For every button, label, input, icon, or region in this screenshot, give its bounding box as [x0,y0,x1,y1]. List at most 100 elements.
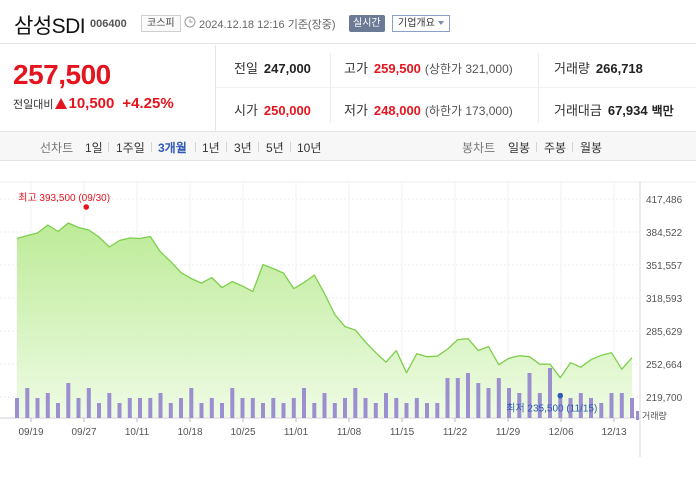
stat-prev-close: 전일 247,000 [234,58,311,77]
chart-period-bar: 선차트 1일 1주일 3개월 1년 3년 5년 10년 봉차트 일봉 주봉 월봉 [0,131,696,161]
period-1y[interactable]: 1년 [202,141,220,155]
candle-weekly[interactable]: 주봉 [544,141,567,155]
period-separator [258,142,259,152]
stat-label: 시가 [234,103,258,118]
stat-label: 거래대금 [554,103,602,118]
volume-bar [281,403,286,418]
volume-bar [56,403,60,418]
volume-bar [240,398,245,418]
high-marker [83,204,90,210]
volume-bar [578,393,583,418]
change-amount: 10,500 [68,95,115,112]
realtime-badge: 실시간 [349,15,385,32]
volume-bar [332,403,337,418]
y-tick-label: 384,522 [646,228,683,239]
volume-bar [455,378,460,418]
volume-bar [486,388,491,418]
stat-label: 고가 [344,61,368,76]
price-chart[interactable]: 417,486 384,522 351,557 318,593 285,629 252,6… [0,162,696,479]
price-stats: 전일 247,000 고가 259,500 (상한가 321,000) 거래량 266,… [216,45,696,131]
period-3m[interactable]: 3개월 [158,141,187,155]
period-1w[interactable]: 1주일 [116,141,145,155]
period-separator [572,142,573,152]
chevron-down-icon [437,21,444,26]
low-annotation: 최저 235,500 (11/15) [506,403,597,415]
company-info-dropdown[interactable]: 기업개요 [392,15,450,32]
stat-volume: 거래량 266,718 [554,58,643,77]
current-price: 257,500 [13,59,111,90]
period-separator [151,142,152,152]
volume-bar [425,403,429,418]
as-of-time: 2024.12.18 12:16 기준(장중) [199,19,336,31]
volume-bar [230,388,235,418]
price-chart-svg: 417,486 384,522 351,557 318,593 285,629 252,6… [0,181,696,457]
volume-legend-label: 거래량 [642,410,667,421]
volume-legend-swatch [636,411,639,420]
volume-bar [435,403,440,418]
period-1d[interactable]: 1일 [85,141,103,155]
high-annotation: 최고 393,500 (09/30) [18,192,110,204]
volume-bar [168,403,173,418]
volume-bar [609,393,614,418]
period-3y[interactable]: 3년 [234,141,252,155]
volume-bar [312,403,317,418]
y-tick-label: 417,486 [646,195,683,206]
x-tick-label: 11/01 [284,427,309,438]
volume-bar [302,388,306,418]
volume-bar [76,398,81,418]
stock-code: 006400 [90,18,127,30]
volume-bar [127,398,132,418]
volume-bar [271,398,276,418]
stat-high: 고가 259,500 (상한가 321,000) [344,58,513,77]
volume-bar [97,403,101,418]
volume-bar [496,378,501,418]
volume-bar [148,398,153,418]
x-tick-label: 09/19 [18,427,43,438]
period-separator [290,142,291,152]
market-badge: 코스피 [141,15,181,32]
volume-bar [363,398,368,418]
volume-bar [86,388,91,418]
x-tick-label: 12/06 [548,427,573,438]
volume-bar [66,383,71,418]
volume-bar [589,398,593,418]
volume-bar [353,388,358,418]
x-tick-label: 10/18 [177,427,202,438]
stat-sub: (상한가 321,000) [424,62,513,76]
period-separator [108,142,109,152]
x-tick-label: 11/22 [443,427,468,438]
change-label: 전일대비 [13,99,54,111]
volume-bar [537,393,542,418]
volume-bar [568,398,573,418]
volume-bar [189,388,194,418]
period-5y[interactable]: 5년 [266,141,284,155]
volume-bar [15,398,19,418]
x-tick-label: 12/13 [601,427,626,438]
y-tick-label: 351,557 [646,261,683,272]
candle-monthly[interactable]: 월봉 [580,141,603,155]
volume-bar [630,398,634,418]
price-series-line [16,222,633,379]
stat-label: 거래량 [554,61,590,76]
volume-bar [599,403,604,418]
volume-bar [548,368,552,418]
volume-bar [558,393,563,418]
stat-label: 전일 [234,61,258,76]
stat-value: 67,934 [607,103,648,118]
change-percent: +4.25% [122,95,174,112]
volume-bar [209,398,214,418]
volume-bar [138,398,142,418]
price-panel: 257,500 전일대비 10,500 +4.25% [0,45,216,131]
period-10y[interactable]: 10년 [297,141,322,155]
stat-low: 저가 248,000 (하한가 173,000) [344,100,513,119]
volume-bar [35,398,40,418]
volume-bar [261,403,265,418]
stats-divider [538,53,539,123]
stat-value: 247,000 [263,61,311,76]
volume-bar [250,398,255,418]
volume-bar [466,373,470,418]
candle-daily[interactable]: 일봉 [508,141,531,155]
stats-row-divider [216,87,696,88]
y-tick-label: 285,629 [646,327,683,338]
volume-bar [322,393,327,418]
